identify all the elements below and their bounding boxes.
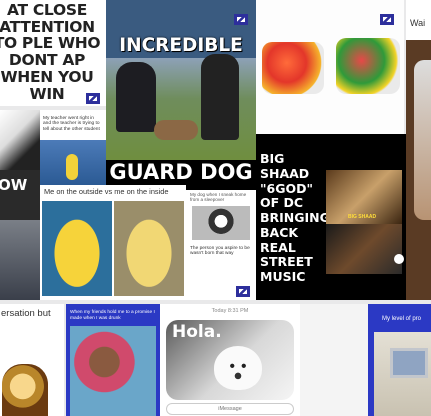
dog-tweet-header: My dog when I sneak home from a sleepove…	[190, 192, 247, 203]
profile-avatar	[394, 254, 404, 264]
small-tweet-caption: My teacher went right in and the teacher…	[43, 116, 100, 132]
dog-tweet-photo	[192, 206, 250, 240]
hola-chat-tile[interactable]: Today 8:31 PM Hola.	[160, 304, 300, 416]
watermark-badge-icon	[380, 14, 394, 25]
promise-tweet-photo	[70, 326, 156, 416]
left-photo-tile[interactable]: OW	[0, 110, 40, 300]
cartoon-character	[2, 364, 48, 416]
hola-chat-timestamp: Today 8:31 PM	[211, 308, 249, 314]
dog-tweet-tile[interactable]: My dog when I sneak home from a sleepove…	[186, 190, 256, 300]
gummy-bowl-right	[336, 38, 400, 94]
attention-meme-tile[interactable]: AT CLOSE ATTENTION TO PLE WHO DONT AP WH…	[0, 0, 106, 106]
wait-meme-tile[interactable]: Wai	[406, 0, 431, 300]
person-figure	[201, 54, 239, 140]
jello-photo-tile[interactable]	[256, 0, 404, 134]
guard-dog-meme-tile[interactable]: INCREDIBLE GUARD DOG	[106, 0, 256, 190]
guard-dog-top-text: INCREDIBLE	[119, 35, 243, 56]
dog-figure	[154, 120, 198, 140]
level-of-meme-tile[interactable]: My level of pro	[368, 304, 431, 416]
hola-chat-bubble: Hola.	[166, 320, 294, 400]
officer-figure	[116, 62, 156, 132]
level-of-caption: My level of pro	[382, 316, 422, 322]
attention-meme-caption: AT CLOSE ATTENTION TO PLE WHO DONT AP WH…	[0, 1, 101, 103]
small-tweet-figure	[66, 154, 78, 180]
promise-tweet-tile[interactable]: When my friends hold me to a promise I m…	[66, 304, 160, 416]
left-photo-top	[0, 110, 40, 170]
big-shaad-inset-bottom	[326, 224, 402, 274]
hola-chat-bubble-text: Hola.	[172, 322, 222, 342]
wait-caption: Wai	[410, 18, 426, 28]
left-photo-word: OW	[0, 176, 28, 194]
guard-dog-bottom-text: GUARD DOG	[109, 160, 253, 184]
puppy-face	[214, 346, 262, 390]
conversation-caption: ersation but	[1, 308, 51, 319]
wait-header	[406, 0, 431, 40]
big-shaad-meme-tile[interactable]: BIG SHAAD "6GOD" OF DC BRINGING BACK REA…	[256, 134, 406, 300]
plush-outside	[42, 201, 112, 296]
imessage-input[interactable]	[166, 403, 294, 415]
watermark-badge-icon	[86, 93, 100, 104]
watermark-badge-icon	[236, 286, 250, 297]
big-shaad-caption: BIG SHAAD "6GOD" OF DC BRINGING BACK REA…	[260, 151, 330, 284]
left-photo-bottom	[0, 220, 40, 300]
watermark-badge-icon	[234, 14, 248, 25]
dog-tweet-caption: The person you aspire to be wasn't born …	[190, 246, 250, 257]
wait-photo	[414, 60, 431, 220]
promise-tweet-caption: When my friends hold me to a promise I m…	[70, 310, 155, 321]
background-gap	[300, 304, 368, 416]
computer-monitor	[390, 348, 428, 378]
conversation-meme-tile[interactable]: ersation but	[0, 304, 64, 416]
small-tweet-tile[interactable]: My teacher went right in and the teacher…	[40, 110, 106, 185]
big-shaad-inset-label: BIG SHAAD	[348, 214, 377, 220]
gummy-bowl-left	[262, 42, 324, 94]
outside-inside-caption: Me on the outside vs me on the inside	[44, 187, 169, 196]
big-shaad-inset-top	[326, 170, 402, 224]
plush-inside	[114, 201, 184, 296]
outside-inside-meme-tile[interactable]: Me on the outside vs me on the inside	[40, 185, 186, 300]
